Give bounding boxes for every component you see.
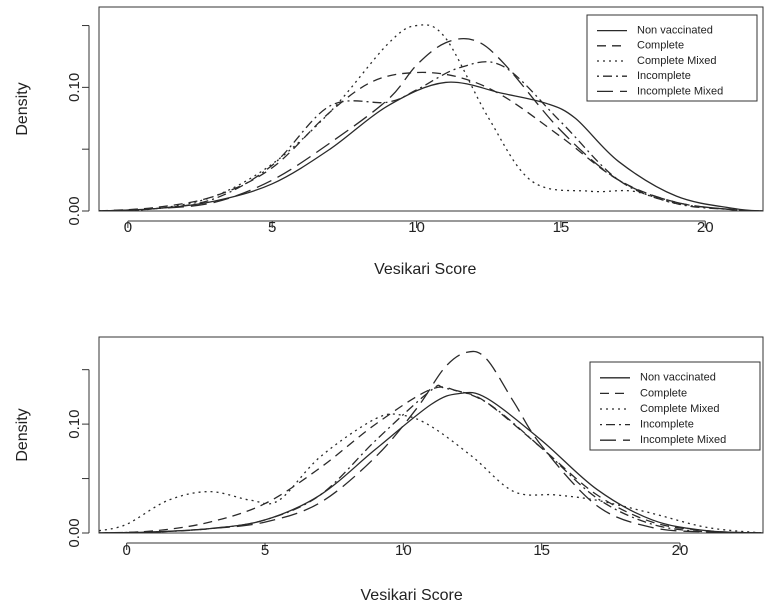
plot-frame bbox=[98, 336, 764, 534]
legend: Non vaccinated Complete Complete Mixed Inco… bbox=[586, 14, 758, 102]
series-line-complete bbox=[99, 386, 763, 533]
x-axis-title: Vesikari Score bbox=[374, 261, 476, 278]
x-axis-title: Vesikari Score bbox=[361, 587, 463, 604]
series-line-incomplete-mixed bbox=[99, 350, 763, 533]
x-tick-label: 5 bbox=[261, 542, 269, 559]
legend-label: Incomplete Mixed bbox=[640, 434, 726, 446]
x-tick-label: 10 bbox=[395, 542, 412, 559]
series-line-non-vaccinated bbox=[99, 81, 763, 211]
legend-label: Complete Mixed bbox=[640, 403, 719, 415]
x-tick-label: 0 bbox=[122, 542, 130, 559]
legend-box bbox=[589, 361, 761, 451]
x-tick-label: 5 bbox=[268, 219, 276, 236]
legend-label: Incomplete bbox=[637, 70, 691, 82]
legend-label: Complete bbox=[640, 387, 687, 399]
legend-label: Complete Mixed bbox=[637, 55, 716, 67]
x-tick-label: 20 bbox=[672, 542, 689, 559]
legend-label: Non vaccinated bbox=[637, 25, 713, 37]
y-axis-title: Density bbox=[14, 82, 31, 135]
chart-1: 0 5 10 15 20 0.00 0.10 Vesikari Score Density Non… bbox=[14, 6, 764, 278]
x-tick-label: 20 bbox=[697, 219, 714, 236]
chart-2: 0 5 10 15 20 0.00 0.10 Vesikari Score Density Non… bbox=[14, 336, 764, 604]
y-tick-label: 0.00 bbox=[66, 518, 83, 547]
series-line-incomplete-mixed bbox=[99, 37, 763, 211]
x-tick-label: 15 bbox=[533, 542, 550, 559]
y-tick-label: 0.10 bbox=[66, 410, 83, 439]
legend-label: Incomplete Mixed bbox=[637, 85, 723, 97]
y-tick-label: 0.10 bbox=[66, 73, 83, 102]
plot-frame bbox=[98, 6, 764, 212]
legend-label: Non vaccinated bbox=[640, 372, 716, 384]
legend-label: Incomplete bbox=[640, 419, 694, 431]
legend: Non vaccinated Complete Complete Mixed Inco… bbox=[589, 361, 761, 451]
x-tick-label: 15 bbox=[553, 219, 570, 236]
y-tick-label: 0.00 bbox=[66, 196, 83, 225]
x-tick-label: 10 bbox=[408, 219, 425, 236]
legend-label: Complete bbox=[637, 40, 684, 52]
legend-box bbox=[586, 14, 758, 102]
x-tick-label: 0 bbox=[124, 219, 132, 236]
y-axis-title: Density bbox=[14, 408, 31, 461]
